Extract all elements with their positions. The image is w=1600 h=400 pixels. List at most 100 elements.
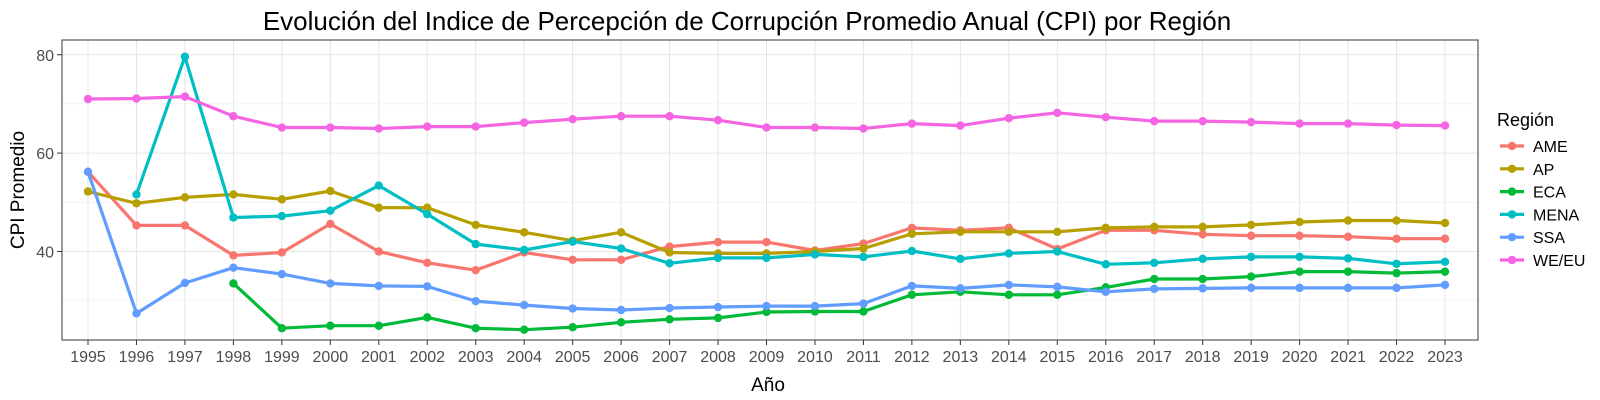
data-point-we-eu <box>1246 117 1256 127</box>
legend-label: AME <box>1533 139 1568 156</box>
data-point-we-eu <box>83 94 93 104</box>
x-tick-label: 2011 <box>846 349 881 366</box>
data-point-ssa <box>1101 287 1110 297</box>
data-point-ap <box>616 228 626 237</box>
data-point-we-eu <box>326 123 335 132</box>
y-axis-title: CPI Promedio <box>8 131 29 249</box>
data-point-mena <box>907 246 917 256</box>
data-point-ap <box>1246 220 1256 230</box>
data-point-ame <box>1440 234 1450 243</box>
x-tick-label: 2001 <box>361 349 397 366</box>
data-point-ssa <box>713 302 723 312</box>
data-point-ap <box>1295 217 1304 227</box>
data-point-mena <box>956 254 965 264</box>
data-point-ame <box>132 221 141 230</box>
x-tick-label: 2018 <box>1185 349 1221 366</box>
data-point-ame <box>229 251 238 260</box>
data-point-we-eu <box>471 122 480 131</box>
x-tick-label: 2023 <box>1427 349 1463 366</box>
data-point-eca <box>1440 267 1450 276</box>
data-point-we-eu <box>423 122 432 131</box>
legend-item-we-eu: WE/EU <box>1500 253 1585 270</box>
x-tick-label: 2008 <box>700 349 736 366</box>
legend-key-point <box>1507 187 1517 196</box>
data-point-ap <box>83 187 93 196</box>
data-point-ap <box>132 199 141 208</box>
data-point-ssa <box>423 282 432 291</box>
data-point-eca <box>423 313 432 322</box>
data-point-we-eu <box>665 112 674 121</box>
x-tick-label: 2007 <box>652 349 688 366</box>
x-tick-label: 2020 <box>1282 349 1318 366</box>
data-point-ap <box>907 229 917 238</box>
data-point-we-eu <box>1440 121 1450 130</box>
data-point-we-eu <box>277 123 287 132</box>
data-point-eca <box>1343 267 1353 276</box>
data-point-ssa <box>519 300 529 310</box>
data-point-eca <box>907 290 917 299</box>
data-point-ame <box>180 221 190 230</box>
data-point-mena <box>229 213 238 222</box>
data-point-ame <box>374 247 383 256</box>
data-point-mena <box>519 245 529 255</box>
data-point-ap <box>374 203 383 212</box>
legend-key-point <box>1507 164 1517 173</box>
data-point-eca <box>1004 290 1014 299</box>
legend-label: MENA <box>1533 207 1580 224</box>
x-tick-label: 2012 <box>894 349 930 366</box>
data-point-ame <box>1295 231 1304 240</box>
legend-label: AP <box>1533 162 1554 179</box>
data-point-we-eu <box>519 118 529 127</box>
data-point-ssa <box>810 301 820 311</box>
legend-item-ssa: SSA <box>1500 230 1565 247</box>
data-point-mena <box>132 190 141 199</box>
legend-item-mena: MENA <box>1500 207 1580 224</box>
data-point-ssa <box>568 304 577 313</box>
data-point-ssa <box>229 263 238 272</box>
data-point-ap <box>471 220 480 230</box>
data-point-ap <box>1440 218 1450 228</box>
data-point-ame <box>423 258 432 267</box>
legend-label: WE/EU <box>1533 253 1585 270</box>
data-point-eca <box>713 313 723 323</box>
data-point-ap <box>1198 222 1207 232</box>
data-point-ssa <box>1246 283 1256 293</box>
data-point-ap <box>1053 227 1062 237</box>
x-tick-label: 2002 <box>409 349 445 366</box>
legend-label: SSA <box>1533 230 1565 247</box>
x-tick-label: 2022 <box>1379 349 1415 366</box>
data-point-eca <box>326 321 335 330</box>
x-tick-label: 1999 <box>264 349 300 366</box>
data-point-ssa <box>180 278 190 288</box>
plot-panel: 40 60 80 1995 1996 1997 1998 1999 2000 2001 2002 20… <box>36 39 1479 366</box>
data-point-ssa <box>616 305 626 315</box>
data-point-ssa <box>907 281 917 291</box>
data-point-mena <box>665 259 674 268</box>
data-point-eca <box>1150 274 1159 284</box>
legend: Región AME AP ECA MENA SSA WE/EU <box>1497 110 1585 270</box>
data-point-we-eu <box>374 124 383 133</box>
chart-title: Evolución del Indice de Percepción de Co… <box>263 6 1231 36</box>
x-tick-label: 1997 <box>167 349 203 366</box>
data-point-ssa <box>1343 283 1353 293</box>
legend-key-point <box>1507 141 1517 151</box>
data-point-eca <box>1392 268 1401 278</box>
x-tick-label: 2009 <box>749 349 785 366</box>
data-point-eca <box>762 307 771 317</box>
x-tick-label: 1998 <box>216 349 252 366</box>
data-point-ssa <box>665 303 674 313</box>
data-point-eca <box>859 307 868 316</box>
x-tick-label: 2013 <box>943 349 979 366</box>
data-point-eca <box>1053 290 1062 299</box>
data-point-mena <box>568 237 577 246</box>
data-point-eca <box>616 318 626 327</box>
data-point-we-eu <box>229 112 238 121</box>
data-point-we-eu <box>762 123 771 132</box>
data-point-eca <box>229 279 238 288</box>
x-tick-label: 2016 <box>1088 349 1124 366</box>
data-point-mena <box>859 252 868 262</box>
data-point-ssa <box>762 301 771 311</box>
legend-key-point <box>1507 210 1517 219</box>
data-point-mena <box>713 253 723 263</box>
